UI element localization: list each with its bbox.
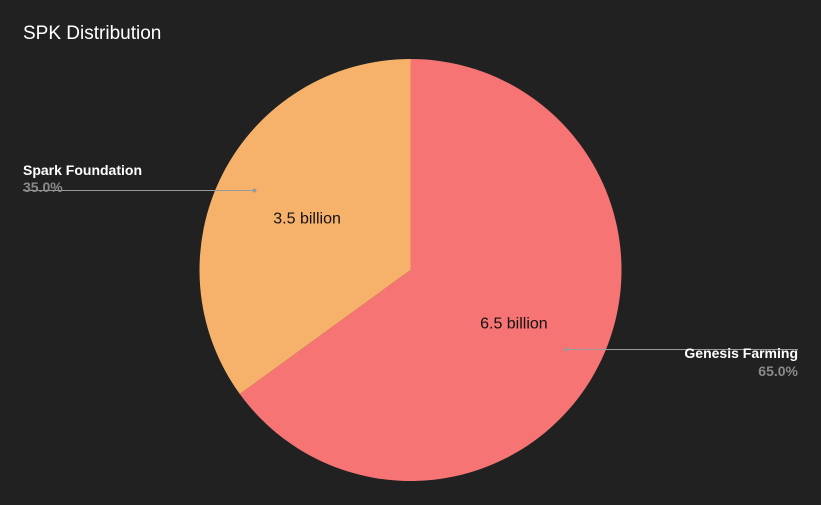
slice-value-label-spark-foundation: 3.5 billion [273,210,341,227]
callout-percent-genesis-farming: 65.0% [758,363,798,379]
slice-value-labels: 6.5 billion 3.5 billion [273,210,547,332]
chart-title: SPK Distribution [23,23,161,44]
pie-slice-spark-foundation [199,59,411,395]
pie-slice-genesis-farming [239,59,622,481]
slice-value-label-genesis-farming: 6.5 billion [480,316,548,333]
callout-name-spark-foundation: Spark Foundation [23,162,142,178]
pie-slices [199,59,622,481]
callout-percent-spark-foundation: 35.0% [23,179,63,195]
callout-name-genesis-farming: Genesis Farming [684,345,798,361]
slice-callouts: Genesis Farming 65.0% Spark Foundation35.0… [23,162,799,379]
